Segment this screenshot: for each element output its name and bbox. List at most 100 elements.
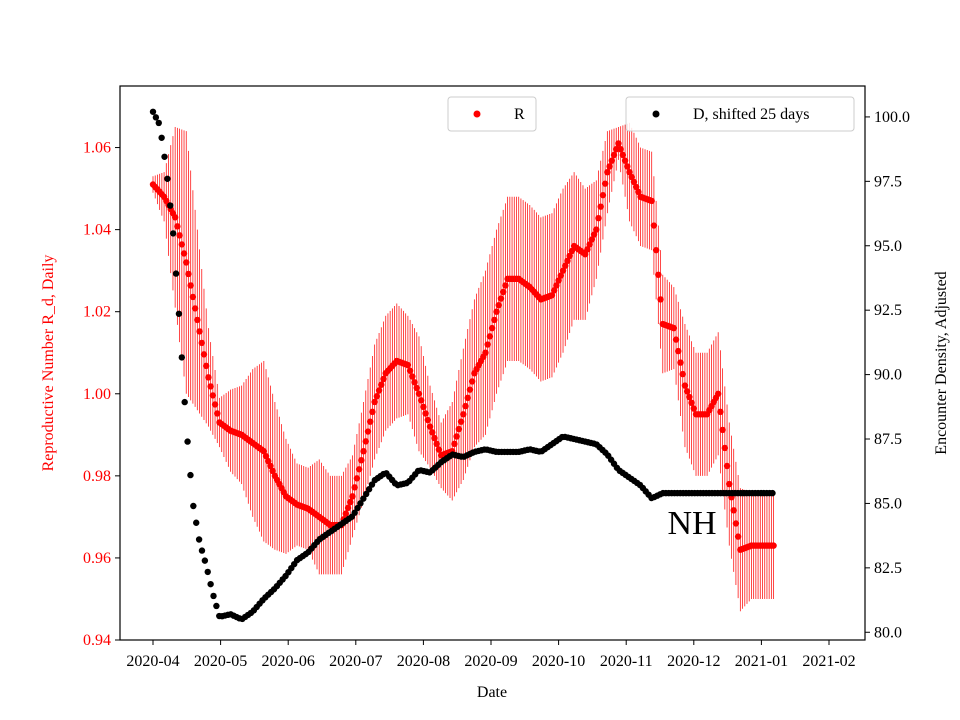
r-point bbox=[183, 259, 190, 266]
right-tick-label: 92.5 bbox=[874, 302, 902, 319]
legend-d-box bbox=[625, 96, 855, 132]
r-point bbox=[730, 507, 737, 514]
r-point bbox=[717, 408, 724, 416]
r-point bbox=[635, 188, 642, 196]
d-point bbox=[187, 471, 194, 479]
r-point bbox=[606, 163, 613, 170]
r-point bbox=[723, 462, 731, 470]
r-point bbox=[214, 410, 221, 417]
d-point bbox=[190, 502, 197, 510]
r-point bbox=[171, 214, 179, 221]
r-point bbox=[601, 180, 609, 187]
r-point bbox=[371, 398, 378, 406]
r-point bbox=[613, 145, 620, 153]
r-point bbox=[347, 498, 354, 506]
right-tick-label: 85.0 bbox=[874, 495, 902, 512]
r-point bbox=[413, 384, 420, 392]
r-point bbox=[424, 416, 432, 424]
d-point bbox=[210, 592, 217, 600]
r-point bbox=[672, 336, 680, 343]
r-point bbox=[770, 542, 777, 549]
r-point bbox=[380, 375, 387, 383]
r-point bbox=[688, 399, 695, 407]
d-series bbox=[149, 108, 776, 623]
right-axis-label: Encounter Density, Adjusted bbox=[933, 271, 950, 454]
r-point bbox=[655, 271, 662, 278]
d-point bbox=[201, 557, 209, 564]
r-point bbox=[488, 324, 496, 332]
r-point bbox=[714, 390, 722, 397]
r-point bbox=[650, 222, 658, 229]
r-point bbox=[586, 241, 593, 248]
r-point bbox=[468, 378, 476, 385]
r-point bbox=[721, 444, 729, 452]
r-point bbox=[457, 418, 465, 425]
left-tick-label: 1.00 bbox=[83, 386, 111, 403]
x-tick-label: 2020-10 bbox=[532, 653, 585, 670]
r-point bbox=[610, 151, 618, 159]
d-point bbox=[155, 119, 162, 127]
r-point bbox=[562, 262, 569, 269]
r-point bbox=[373, 393, 381, 400]
r-point bbox=[369, 408, 376, 416]
r-point bbox=[262, 452, 270, 460]
r-point bbox=[593, 226, 600, 233]
r-point bbox=[599, 191, 607, 199]
r-point bbox=[677, 359, 684, 366]
legend-r-marker bbox=[473, 110, 481, 118]
r-point bbox=[196, 328, 203, 335]
right-tick-label: 87.5 bbox=[874, 431, 902, 448]
r-point bbox=[358, 457, 365, 464]
r-point bbox=[360, 448, 367, 455]
r-point bbox=[200, 351, 208, 358]
legend-d: D, shifted 25 days bbox=[625, 96, 855, 132]
r-point bbox=[185, 270, 192, 278]
r-point bbox=[435, 446, 443, 453]
r-point bbox=[493, 308, 500, 315]
r-point bbox=[617, 145, 624, 153]
x-tick-label: 2020-09 bbox=[464, 653, 517, 670]
r-point bbox=[550, 287, 558, 294]
r-point bbox=[595, 214, 602, 222]
r-point bbox=[686, 393, 693, 401]
plot-frame bbox=[119, 85, 866, 641]
r-point bbox=[194, 316, 201, 324]
d-point bbox=[184, 438, 191, 445]
r-point bbox=[422, 410, 429, 417]
r-point bbox=[189, 293, 197, 301]
r-point bbox=[265, 457, 272, 465]
d-point bbox=[207, 580, 214, 588]
r-point bbox=[581, 251, 589, 258]
r-point bbox=[453, 433, 460, 440]
r-point bbox=[679, 370, 686, 378]
r-point bbox=[433, 440, 440, 448]
d-point bbox=[357, 500, 364, 507]
r-point bbox=[174, 223, 181, 230]
d-point bbox=[213, 602, 220, 610]
d-point bbox=[198, 547, 206, 554]
r-point bbox=[462, 402, 469, 410]
r-point bbox=[657, 296, 664, 303]
x-tick-label: 2020-08 bbox=[397, 653, 450, 670]
r-point bbox=[211, 401, 219, 408]
r-point bbox=[726, 480, 733, 488]
r-point bbox=[615, 140, 622, 147]
r-point bbox=[559, 267, 567, 274]
r-point bbox=[683, 388, 691, 395]
r-point bbox=[548, 292, 556, 299]
r-point bbox=[484, 341, 491, 348]
r-point bbox=[619, 151, 627, 159]
r-point bbox=[621, 157, 629, 164]
x-axis-label: Date bbox=[477, 684, 507, 701]
r-point bbox=[180, 250, 188, 257]
r-point bbox=[406, 367, 414, 374]
r-point bbox=[429, 429, 436, 436]
x-tick-label: 2020-04 bbox=[126, 653, 179, 670]
r-point bbox=[557, 272, 565, 279]
r-point bbox=[417, 397, 425, 404]
right-tick-label: 97.5 bbox=[874, 173, 902, 190]
r-point bbox=[732, 520, 740, 527]
r-point bbox=[608, 157, 615, 164]
r-point bbox=[260, 448, 268, 455]
r-point bbox=[209, 392, 217, 399]
